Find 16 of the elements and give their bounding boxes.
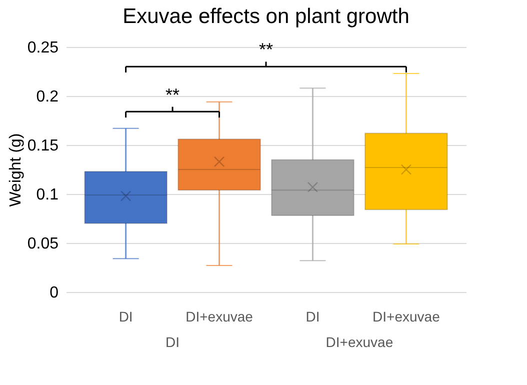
y-tick-label: 0.25 [27,40,59,56]
x-tick-label: DI+exuvae [186,308,254,324]
x-tick-label: DI+exuvae [372,308,440,324]
chart-title: Exuvae effects on plant growth [122,5,410,28]
y-tick-label: 0.2 [36,88,59,106]
x-tick-label: DI [118,308,133,324]
annotation: ** [166,84,180,105]
y-tick-label: 0.1 [36,186,59,204]
x-tick-label: DI [306,308,320,324]
y-tick-label: 0.05 [27,236,59,252]
y-tick-label: 0 [50,284,59,302]
y-tick-label: 0.15 [27,138,59,154]
y-axis-title: Weight (g) [7,133,24,207]
text: DI [166,334,180,350]
text: DI+exuvae [326,334,394,350]
annotation: ** [258,40,274,60]
